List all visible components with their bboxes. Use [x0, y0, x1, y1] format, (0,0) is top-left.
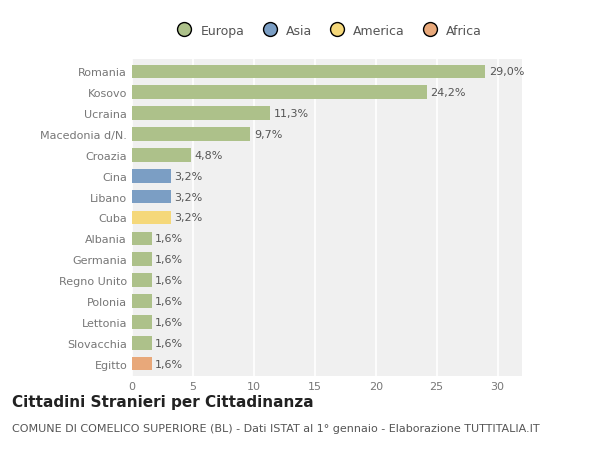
Bar [132, 128, 250, 141]
Text: 1,6%: 1,6% [155, 255, 183, 265]
Text: 9,7%: 9,7% [254, 130, 282, 140]
Text: 24,2%: 24,2% [431, 88, 466, 98]
Text: 11,3%: 11,3% [274, 109, 308, 119]
Text: 29,0%: 29,0% [489, 67, 524, 77]
Bar [132, 336, 151, 350]
Bar [132, 232, 151, 246]
Text: 1,6%: 1,6% [155, 275, 183, 285]
Text: 1,6%: 1,6% [155, 297, 183, 306]
Bar [132, 107, 270, 121]
Text: 1,6%: 1,6% [155, 338, 183, 348]
Text: 3,2%: 3,2% [175, 192, 203, 202]
Text: 4,8%: 4,8% [194, 151, 223, 161]
Bar [132, 357, 151, 371]
Bar [132, 86, 427, 100]
Text: 1,6%: 1,6% [155, 359, 183, 369]
Text: 3,2%: 3,2% [175, 171, 203, 181]
Bar [132, 149, 191, 162]
Legend: Europa, Asia, America, Africa: Europa, Asia, America, Africa [172, 25, 482, 38]
Bar [132, 295, 151, 308]
Text: COMUNE DI COMELICO SUPERIORE (BL) - Dati ISTAT al 1° gennaio - Elaborazione TUTT: COMUNE DI COMELICO SUPERIORE (BL) - Dati… [12, 424, 539, 433]
Text: 1,6%: 1,6% [155, 317, 183, 327]
Text: Cittadini Stranieri per Cittadinanza: Cittadini Stranieri per Cittadinanza [12, 394, 314, 409]
Bar [132, 65, 485, 79]
Text: 1,6%: 1,6% [155, 234, 183, 244]
Text: 3,2%: 3,2% [175, 213, 203, 223]
Bar [132, 253, 151, 267]
Bar [132, 169, 171, 183]
Bar [132, 274, 151, 287]
Bar [132, 190, 171, 204]
Bar [132, 315, 151, 329]
Bar [132, 211, 171, 225]
